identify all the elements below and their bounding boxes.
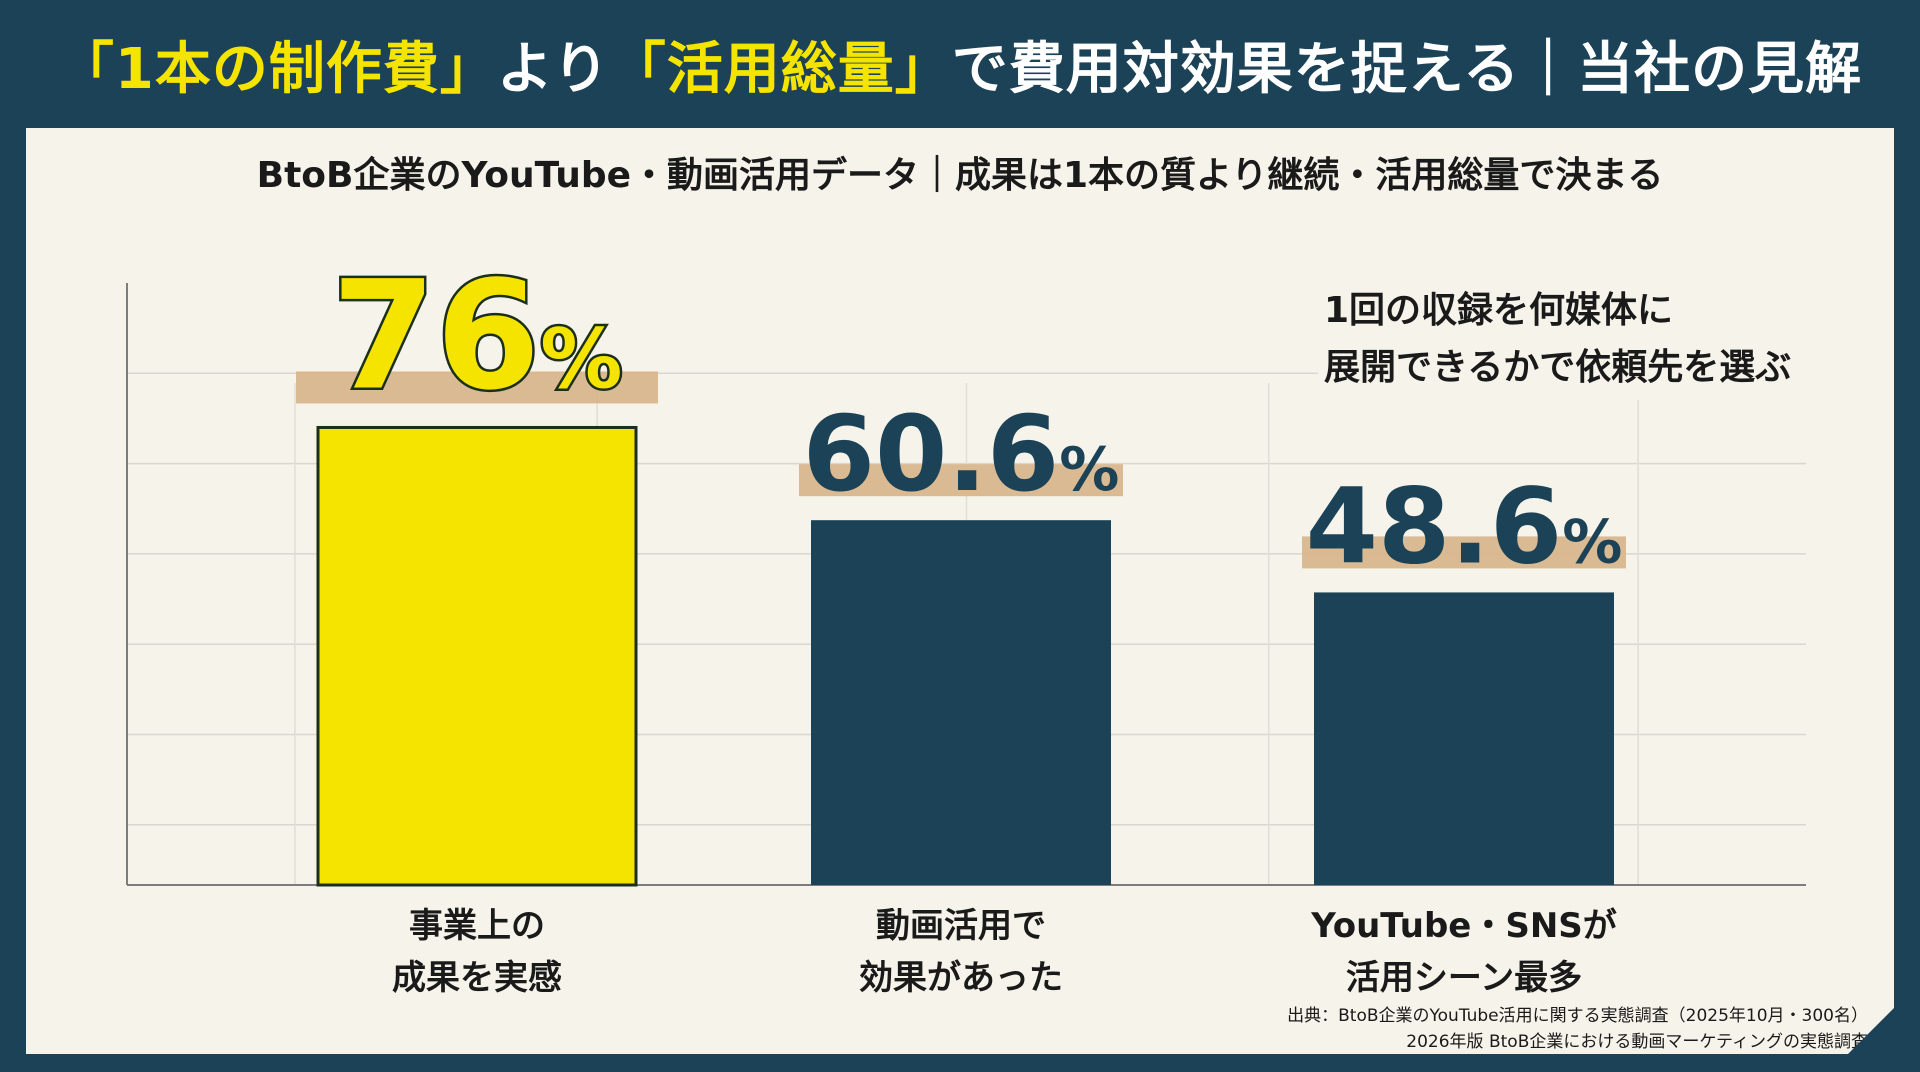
category-label: 動画活用で	[876, 906, 1046, 946]
title-part-3: 「活用総量」	[609, 36, 952, 102]
chart-subtitle: BtoB企業のYouTube・動画活用データ｜成果は1本の質より継続・活用総量で…	[256, 155, 1664, 196]
note-line-2: 展開できるかで依頼先を選ぶ	[1324, 347, 1792, 388]
category-label: 成果を実感	[392, 958, 562, 998]
header: 「1本の制作費」より「活用総量」で費用対効果を捉える｜当社の見解	[0, 0, 1920, 128]
data-label: 48.6%	[1306, 465, 1623, 587]
value-band	[296, 371, 658, 404]
data-label-value: 76	[332, 249, 541, 423]
data-label-value: 60.6	[803, 393, 1060, 515]
data-label-value: 48.6	[1306, 465, 1563, 587]
panel-corner-cut	[1848, 1008, 1894, 1054]
category-label: 効果があった	[859, 958, 1063, 998]
bar	[811, 520, 1111, 885]
data-label: 76%	[332, 249, 623, 423]
category-label: 活用シーン最多	[1346, 958, 1582, 998]
bar-highlight	[316, 425, 638, 887]
data-label: 60.6%	[803, 393, 1120, 515]
note-line-1: 1回の収録を何媒体に	[1324, 290, 1674, 331]
value-band	[1302, 536, 1626, 569]
category-label: 事業上の	[409, 906, 545, 946]
category-label: YouTube・SNSが	[1310, 906, 1617, 946]
annotation-note: 1回の収録を何媒体に 展開できるかで依頼先を選ぶ	[1318, 278, 1890, 400]
page-title: 「1本の制作費」より「活用総量」で費用対効果を捉える｜当社の見解	[58, 24, 1862, 105]
data-label-unit: %	[1562, 507, 1622, 577]
bar	[1314, 592, 1614, 885]
title-part-2: より	[496, 36, 610, 102]
chart-panel: BtoB企業のYouTube・動画活用データ｜成果は1本の質より継続・活用総量で…	[26, 128, 1894, 1054]
data-label-unit: %	[1059, 435, 1119, 505]
title-part-4: で費用対効果を捉える｜当社の見解	[951, 36, 1863, 102]
value-band	[799, 464, 1123, 497]
source-line-1: 出典：BtoB企業のYouTube活用に関する実態調査（2025年10月・300…	[1287, 1006, 1868, 1026]
chart-bars	[296, 371, 1626, 887]
source-citation: 出典：BtoB企業のYouTube活用に関する実態調査（2025年10月・300…	[1287, 1003, 1868, 1055]
source-line-2: 2026年版 BtoB企業における動画マーケティングの実態調査	[1406, 1032, 1868, 1052]
title-part-1: 「1本の制作費」	[57, 36, 497, 102]
data-label-unit: %	[540, 312, 622, 407]
